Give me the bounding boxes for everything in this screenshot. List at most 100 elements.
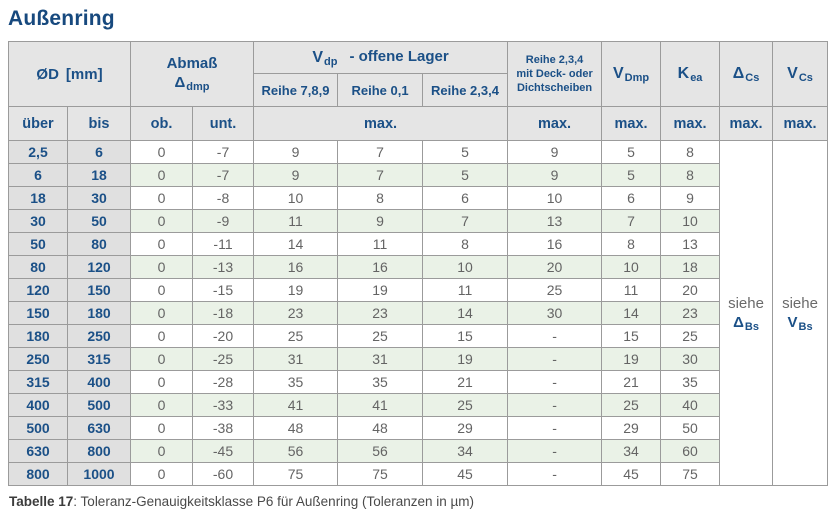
table-cell: 0 [130,163,194,187]
abmass-title: Abmaß [166,55,218,73]
see-reference-delta-bs: siehe ΔBs [719,140,774,486]
col-header-reihe-234: Reihe 2,3,4 [422,73,509,107]
table-cell: 25 [660,324,721,348]
table-cell: 40 [660,393,721,417]
table-cell: -7 [192,140,255,164]
table-cell: -20 [192,324,255,348]
caption-label: Tabelle 17 [9,494,74,509]
table-cell: -15 [192,278,255,302]
table-cell: 31 [337,347,424,371]
table-cell: 8 [660,140,721,164]
table-cell: 630 [66,416,132,440]
header-row-reihe: Reihe 7,8,9 Reihe 0,1 Reihe 2,3,4 [9,73,828,107]
table-cell: 25 [253,324,339,348]
table-cell: 41 [337,393,424,417]
table-cell: 23 [337,301,424,325]
table-caption: Tabelle 17: Toleranz-Genauigkeitsklasse … [8,494,827,509]
table-cell: 7 [337,163,424,187]
table-cell: 0 [130,255,194,279]
table-cell: 6 [66,140,132,164]
table-cell: 18 [8,186,68,210]
table-cell: 0 [130,278,194,302]
table-cell: 19 [601,347,662,371]
table-cell: 13 [507,209,603,233]
table-cell: 80 [66,232,132,256]
table-cell: 30 [66,186,132,210]
col-header-abmass: Abmaß Δdmp [130,41,255,107]
table-cell: 10 [507,186,603,210]
col-header-ueber: über [8,106,68,141]
table-cell: 8 [601,232,662,256]
table-cell: 75 [253,462,339,486]
col-header-vdp-group: Vdp - offene Lager [253,41,509,74]
table-cell: -25 [192,347,255,371]
tolerance-table: ØD [mm] Abmaß Δdmp Vdp - offene Lager Reih… [7,41,829,486]
table-row: 315 400 0 -28 35 35 21-21 35 [8,370,828,394]
table-cell: 15 [422,324,509,348]
table-cell: 6 [422,186,509,210]
table-cell: 56 [337,439,424,463]
table-cell: 18 [660,255,721,279]
table-row: 80 120 0 -13 16 16 10 20 10 18 [8,255,828,279]
header-row-groups: ØD [mm] Abmaß Δdmp Vdp - offene Lager Reih… [7,41,829,107]
table-cell: 23 [253,301,339,325]
table-cell: 7 [422,209,509,233]
diameter-unit: [mm] [65,65,103,83]
header-row-limits: über bis ob. unt. max. max. max. max. ma… [8,106,829,141]
table-cell: 29 [422,416,509,440]
table-cell: 14 [253,232,339,256]
table-cell: 315 [8,370,68,394]
table-row: 630 800 0 -45 56 56 34-34 60 [8,439,828,463]
table-cell: 30 [660,347,721,371]
table-cell: 35 [253,370,339,394]
table-cell: 9 [507,163,603,187]
table-cell: 11 [337,232,424,256]
table-cell: 10 [422,255,509,279]
col-header-max-v-cs: max. [772,106,829,141]
col-header-kea: Kea [660,41,721,107]
table-cell: 20 [507,255,603,279]
table-row: 6 18 0 -7 9 7 5 9 5 8 [8,163,828,187]
table-cell: 9 [253,163,339,187]
see-label: siehe [728,295,764,312]
table-cell: 500 [8,416,68,440]
table-cell: 8 [422,232,509,256]
col-header-vdmp: VDmp [601,41,662,107]
table-cell: - [507,439,603,463]
abmass-symbol-line: Δdmp [174,74,210,93]
table-cell: 11 [601,278,662,302]
see-reference-v-bs: siehe VBs [772,140,829,486]
table-cell: 0 [130,370,194,394]
table-row: 30 50 0 -9 11 9 7 13 7 10 [8,209,828,233]
table-cell: 0 [130,140,194,164]
table-cell: 630 [8,439,68,463]
table-row: 400 500 0 -33 41 41 25-25 40 [8,393,828,417]
table-cell: 315 [66,347,132,371]
table-cell: 120 [66,255,132,279]
col-header-reihe-789: Reihe 7,8,9 [253,73,339,107]
table-cell: 0 [130,393,194,417]
table-cell: 45 [601,462,662,486]
table-cell: 0 [130,462,194,486]
table-cell: 13 [660,232,721,256]
table-cell: 34 [422,439,509,463]
table-cell: 15 [601,324,662,348]
table-cell: 30 [507,301,603,325]
table-cell: 250 [8,347,68,371]
table-cell: 180 [8,324,68,348]
table-cell: 150 [66,278,132,302]
table-cell: 8 [337,186,424,210]
table-cell: -45 [192,439,255,463]
table-cell: 21 [422,370,509,394]
table-row: 2,5 6 0 -7 9 7 5 9 5 8 siehe ΔBs siehe VBs [8,140,829,486]
table-cell: -8 [192,186,255,210]
table-cell: 56 [253,439,339,463]
table-row: 150 180 0 -18 23 23 14 30 14 23 [8,301,828,325]
table-cell: 16 [253,255,339,279]
table-cell: 7 [601,209,662,233]
table-cell: - [507,462,603,486]
table-cell: 23 [660,301,721,325]
table-cell: 50 [660,416,721,440]
table-cell: 400 [66,370,132,394]
col-header-max-kea: max. [660,106,721,141]
